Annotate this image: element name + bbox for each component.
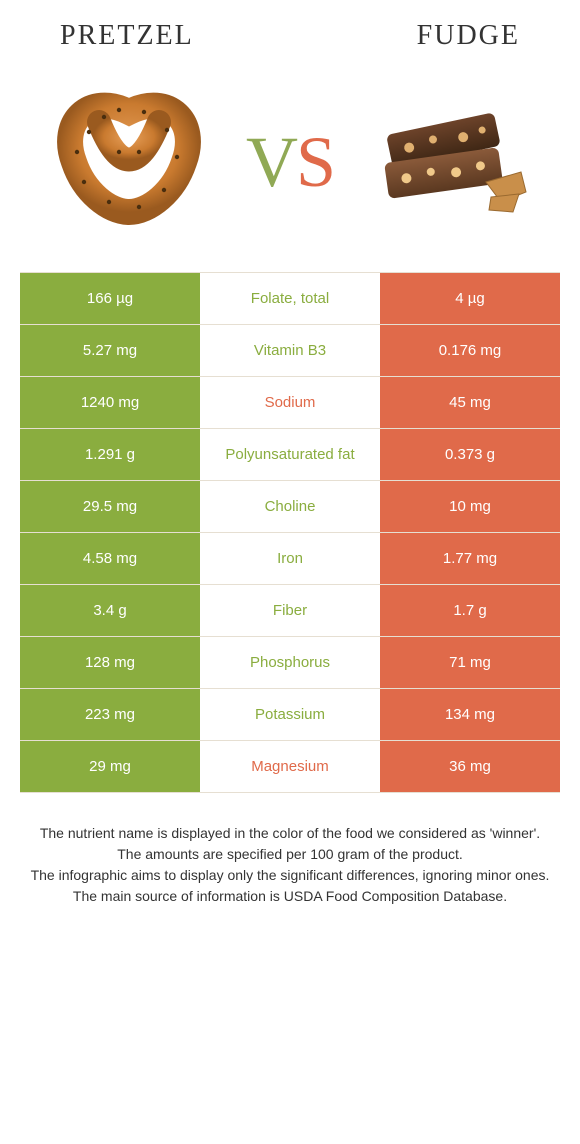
- left-value: 5.27 mg: [20, 325, 200, 376]
- pretzel-icon: [49, 82, 209, 242]
- table-row: 128 mgPhosphorus71 mg: [20, 637, 560, 689]
- left-value: 29.5 mg: [20, 481, 200, 532]
- nutrient-label: Folate, total: [200, 273, 380, 324]
- footnote-line: The main source of information is USDA F…: [30, 886, 550, 907]
- nutrient-label: Fiber: [200, 585, 380, 636]
- left-value: 4.58 mg: [20, 533, 200, 584]
- right-value: 0.176 mg: [380, 325, 560, 376]
- nutrient-label: Phosphorus: [200, 637, 380, 688]
- table-row: 1240 mgSodium45 mg: [20, 377, 560, 429]
- vs-label: VS: [246, 121, 334, 204]
- table-row: 5.27 mgVitamin B30.176 mg: [20, 325, 560, 377]
- footnote-line: The nutrient name is displayed in the co…: [30, 823, 550, 844]
- comparison-table: 166 µgFolate, total4 µg5.27 mgVitamin B3…: [20, 272, 560, 793]
- table-row: 29.5 mgCholine10 mg: [20, 481, 560, 533]
- left-title: PRETZEL: [60, 20, 194, 52]
- left-value: 128 mg: [20, 637, 200, 688]
- right-title: FUDGE: [417, 20, 520, 52]
- nutrient-label: Sodium: [200, 377, 380, 428]
- fudge-icon: [371, 92, 531, 232]
- vs-s: S: [296, 122, 334, 202]
- footnote-line: The infographic aims to display only the…: [30, 865, 550, 886]
- table-row: 223 mgPotassium134 mg: [20, 689, 560, 741]
- right-value: 4 µg: [380, 273, 560, 324]
- table-row: 1.291 gPolyunsaturated fat0.373 g: [20, 429, 560, 481]
- vs-v: V: [246, 122, 296, 202]
- table-row: 166 µgFolate, total4 µg: [20, 273, 560, 325]
- table-row: 29 mgMagnesium36 mg: [20, 741, 560, 793]
- fudge-image: [371, 82, 531, 242]
- left-value: 166 µg: [20, 273, 200, 324]
- right-value: 10 mg: [380, 481, 560, 532]
- left-value: 223 mg: [20, 689, 200, 740]
- nutrient-label: Polyunsaturated fat: [200, 429, 380, 480]
- left-value: 3.4 g: [20, 585, 200, 636]
- left-value: 1.291 g: [20, 429, 200, 480]
- right-value: 36 mg: [380, 741, 560, 792]
- right-value: 134 mg: [380, 689, 560, 740]
- images-row: VS: [0, 62, 580, 262]
- footnotes: The nutrient name is displayed in the co…: [0, 793, 580, 907]
- table-row: 4.58 mgIron1.77 mg: [20, 533, 560, 585]
- right-value: 71 mg: [380, 637, 560, 688]
- nutrient-label: Choline: [200, 481, 380, 532]
- left-value: 1240 mg: [20, 377, 200, 428]
- right-value: 1.77 mg: [380, 533, 560, 584]
- nutrient-label: Magnesium: [200, 741, 380, 792]
- right-value: 45 mg: [380, 377, 560, 428]
- right-value: 1.7 g: [380, 585, 560, 636]
- nutrient-label: Iron: [200, 533, 380, 584]
- titles-row: PRETZEL FUDGE: [0, 0, 580, 62]
- right-value: 0.373 g: [380, 429, 560, 480]
- footnote-line: The amounts are specified per 100 gram o…: [30, 844, 550, 865]
- pretzel-image: [49, 82, 209, 242]
- table-row: 3.4 gFiber1.7 g: [20, 585, 560, 637]
- nutrient-label: Vitamin B3: [200, 325, 380, 376]
- nutrient-label: Potassium: [200, 689, 380, 740]
- left-value: 29 mg: [20, 741, 200, 792]
